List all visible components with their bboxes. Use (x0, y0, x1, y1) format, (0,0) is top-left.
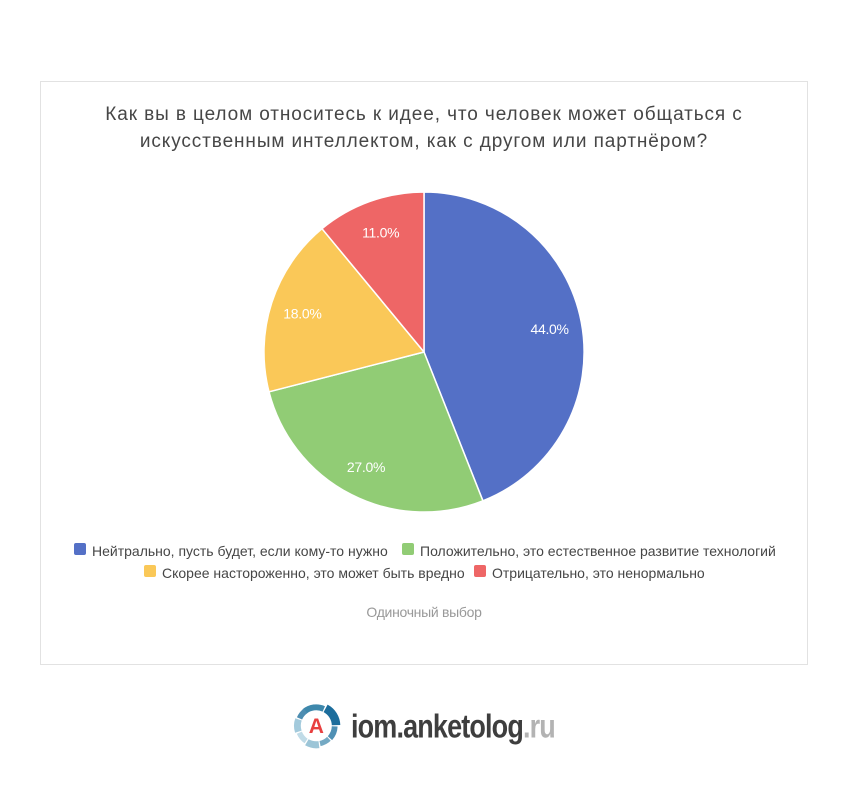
svg-text:27.0%: 27.0% (347, 459, 385, 475)
svg-text:A: A (309, 715, 324, 738)
svg-text:18.0%: 18.0% (283, 306, 321, 322)
svg-text:11.0%: 11.0% (362, 225, 399, 241)
svg-text:44.0%: 44.0% (530, 321, 568, 337)
